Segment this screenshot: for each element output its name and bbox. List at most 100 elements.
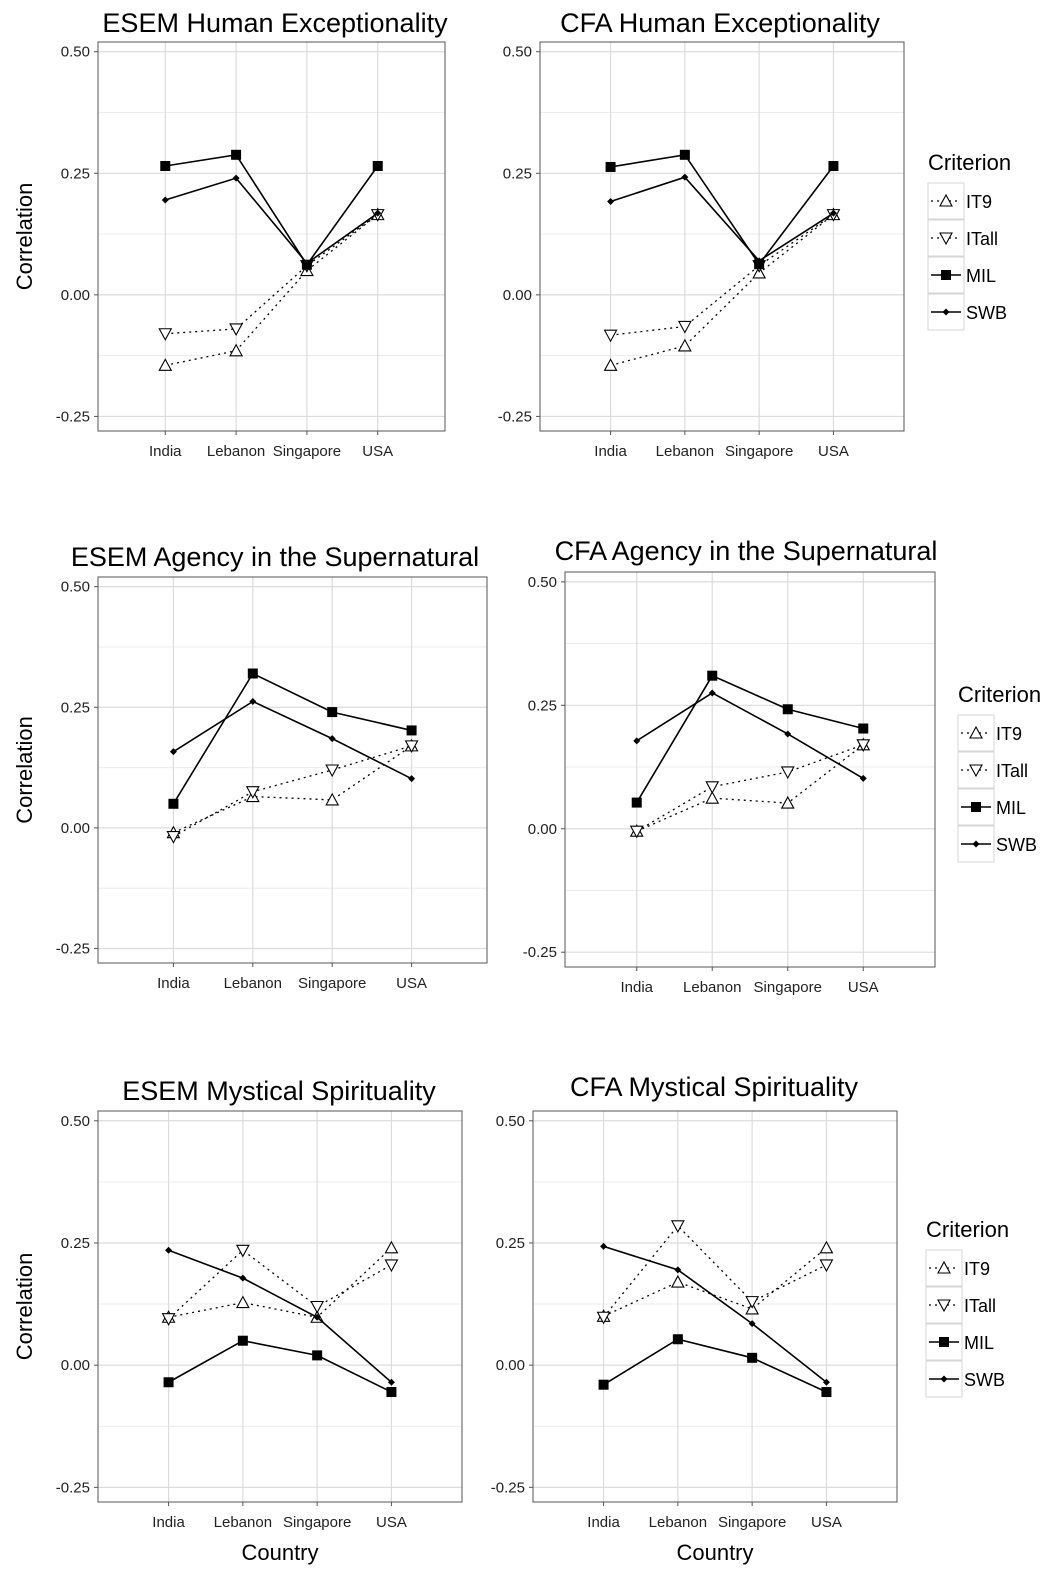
data-point-swb	[829, 209, 837, 217]
data-point-swb	[748, 1320, 756, 1328]
data-point-mil	[598, 1379, 609, 1390]
plot-frame	[97, 576, 488, 964]
series-line-swb	[168, 1249, 392, 1383]
chart-panel: 0.50 0.25 0.00 -0.25 India Lebanon Singapore US…	[12, 8, 448, 460]
x-tick-label: India	[152, 1514, 185, 1531]
legend-item-label: SWB	[966, 303, 1007, 323]
chart-title: ESEM Agency in the Supernatural	[71, 542, 479, 572]
x-tick-label: Singapore	[725, 443, 793, 460]
y-tick-label: 0.25	[503, 165, 532, 182]
legend-marker-itall	[969, 764, 983, 778]
x-tick-label: India	[149, 443, 182, 460]
data-point-itall	[819, 1259, 834, 1273]
data-point-it9	[235, 1295, 250, 1309]
legend-marker-itall	[939, 232, 953, 246]
data-point-itall	[677, 320, 692, 334]
series-line-it9	[165, 214, 379, 366]
data-point-itall	[705, 781, 720, 794]
legend: Criterion IT9 ITall MIL SWB	[957, 682, 1041, 863]
legend-title: Criterion	[928, 150, 1011, 175]
data-point-itall	[245, 786, 260, 799]
y-tick-label: -0.25	[523, 944, 557, 961]
legend-marker-mil	[941, 270, 951, 280]
data-point-mil	[707, 670, 718, 681]
data-point-itall	[603, 329, 618, 343]
x-tick-label: Lebanon	[214, 1514, 272, 1531]
data-point-itall	[670, 1220, 685, 1234]
legend-item-label: MIL	[996, 798, 1026, 818]
data-point-itall	[158, 328, 173, 341]
series-line-itall	[636, 744, 864, 832]
x-tick-label: India	[157, 975, 190, 992]
x-tick-label: USA	[818, 443, 849, 460]
data-point-swb	[708, 689, 716, 697]
y-tick-label: -0.25	[491, 1479, 525, 1496]
y-tick-label: -0.25	[56, 1479, 90, 1496]
data-point-mil	[312, 1350, 323, 1361]
plot-frame	[564, 571, 936, 968]
series-line-itall	[168, 1249, 392, 1320]
y-tick-label: 0.00	[61, 1357, 90, 1374]
data-point-itall	[229, 323, 244, 337]
data-point-swb	[303, 259, 311, 267]
data-point-itall	[161, 1313, 176, 1326]
x-tick-label: Lebanon	[649, 1514, 707, 1531]
chart-panel: 0.50 0.25 0.00 -0.25 India Lebanon Singapore US…	[12, 542, 488, 992]
y-axis-label: Correlation	[12, 183, 37, 291]
data-point-swb	[755, 257, 763, 265]
data-point-mil	[821, 1387, 832, 1398]
data-point-it9	[158, 358, 173, 371]
chart-title: CFA Human Exceptionality	[560, 8, 880, 38]
legend-item-label: IT9	[964, 1259, 990, 1279]
legend-title: Criterion	[926, 1217, 1009, 1242]
series-line-itall	[610, 214, 834, 336]
data-point-itall	[166, 831, 181, 844]
data-point-it9	[705, 790, 720, 804]
legend-marker-swb	[972, 840, 980, 848]
data-point-it9	[229, 343, 244, 357]
data-point-it9	[677, 338, 692, 352]
data-point-swb	[161, 196, 169, 204]
x-tick-label: Lebanon	[656, 443, 714, 460]
y-axis-label: Correlation	[12, 1253, 37, 1361]
legend-marker-it9	[939, 193, 953, 207]
data-point-swb	[387, 1378, 395, 1386]
data-point-swb	[784, 730, 792, 738]
data-point-mil	[782, 704, 793, 715]
legend-marker-mil	[971, 802, 981, 812]
series-line-mil	[168, 1339, 392, 1393]
y-tick-label: 0.00	[496, 1357, 525, 1374]
data-point-itall	[629, 825, 644, 839]
plot-frame	[539, 41, 905, 432]
data-point-itall	[235, 1244, 250, 1258]
legend-item-label: SWB	[996, 835, 1037, 855]
data-point-itall	[780, 766, 795, 780]
data-point-swb	[165, 1246, 173, 1254]
legend-title: Criterion	[958, 682, 1041, 707]
x-tick-label: India	[587, 1514, 620, 1531]
plot-frame	[97, 41, 446, 432]
x-tick-label: USA	[396, 975, 427, 992]
legend: Criterion IT9 ITall MIL SWB	[925, 1217, 1009, 1398]
y-tick-label: 0.25	[496, 1235, 525, 1252]
data-point-mil	[605, 161, 616, 172]
y-tick-label: 0.50	[61, 579, 90, 596]
chart-title: CFA Mystical Spirituality	[570, 1072, 859, 1102]
data-point-mil	[163, 1377, 174, 1388]
series-line-swb	[165, 177, 379, 265]
data-point-it9	[603, 358, 618, 371]
data-point-itall	[745, 1296, 760, 1309]
series-line-it9	[168, 1247, 392, 1318]
data-point-mil	[386, 1387, 397, 1398]
x-tick-label: Singapore	[298, 975, 366, 992]
series-line-swb	[610, 176, 834, 262]
data-point-it9	[819, 1240, 834, 1254]
data-point-it9	[384, 1240, 399, 1254]
x-tick-label: USA	[811, 1514, 842, 1531]
legend: Criterion IT9 ITall MIL SWB	[927, 150, 1011, 331]
x-tick-label: India	[620, 979, 653, 996]
chart-panel: 0.50 0.25 0.00 -0.25 India Lebanon Singapore US…	[491, 1072, 898, 1565]
legend-item-label: ITall	[996, 761, 1028, 781]
data-point-swb	[232, 174, 240, 182]
